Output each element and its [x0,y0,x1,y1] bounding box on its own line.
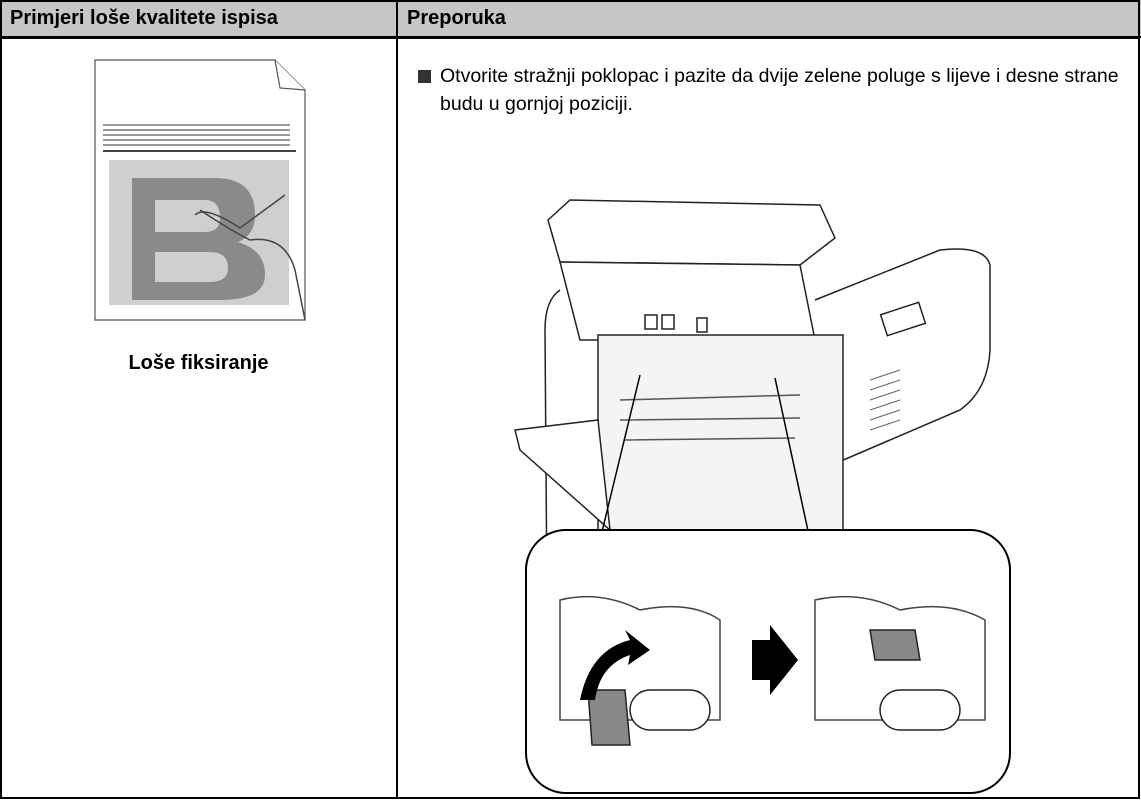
caption: Loše fiksiranje [128,352,269,374]
bullet-marker [418,70,431,83]
header-cell: Preporuka [397,0,1141,38]
bullet-text: Otvorite stražnji poklopac i pazite da d… [440,65,1119,115]
bullet-item: Otvorite stražnji poklopac i pazite da d… [418,62,1130,118]
paper-illustration [94,59,306,321]
printer-illustration [514,199,1011,794]
